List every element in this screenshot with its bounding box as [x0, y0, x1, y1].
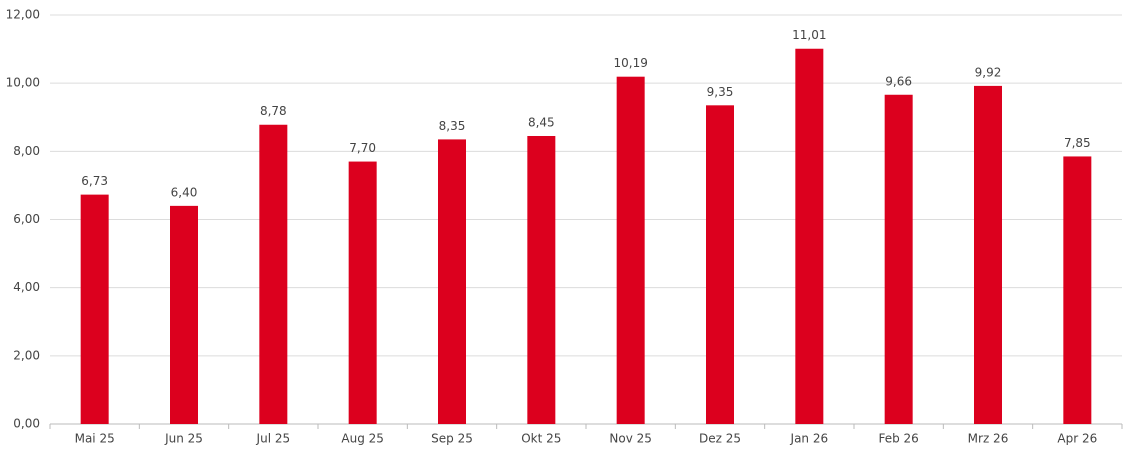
value-label: 6,73 [81, 174, 108, 188]
x-tick-label: Mai 25 [75, 432, 115, 446]
bar [170, 205, 198, 424]
x-tick-label: Dez 25 [699, 432, 741, 446]
value-label: 9,35 [707, 85, 734, 99]
value-label: 9,92 [975, 65, 1002, 79]
bar [80, 194, 109, 424]
bar [259, 124, 288, 424]
x-tick-label: Apr 26 [1057, 432, 1097, 446]
value-label: 11,01 [792, 28, 826, 42]
y-tick-label: 10,00 [6, 76, 40, 90]
x-tick-label: Okt 25 [521, 432, 561, 446]
value-label: 7,70 [349, 141, 376, 155]
bar [616, 76, 645, 425]
bar [1063, 156, 1092, 424]
x-tick-label: Feb 26 [878, 432, 918, 446]
value-label: 8,45 [528, 115, 555, 129]
value-label: 10,19 [613, 56, 647, 70]
bar [348, 161, 377, 424]
x-tick-label: Jun 25 [164, 432, 203, 446]
x-tick-label: Sep 25 [431, 432, 473, 446]
y-tick-label: 4,00 [13, 280, 40, 294]
value-label: 7,85 [1064, 136, 1091, 150]
y-tick-label: 12,00 [6, 8, 40, 22]
bar [438, 139, 466, 424]
x-tick-label: Aug 25 [341, 432, 384, 446]
y-tick-label: 6,00 [13, 212, 40, 226]
y-tick-label: 8,00 [13, 144, 40, 158]
bar [974, 85, 1002, 424]
x-tick-label: Mrz 26 [968, 432, 1009, 446]
x-tick-label: Nov 25 [609, 432, 652, 446]
value-label: 6,40 [171, 185, 198, 199]
x-tick-label: Jan 26 [790, 432, 829, 446]
bar [795, 48, 824, 425]
value-label: 8,78 [260, 104, 287, 118]
bar [706, 105, 734, 424]
bar [884, 94, 913, 424]
value-label: 9,66 [885, 74, 912, 88]
y-tick-label: 2,00 [13, 348, 40, 362]
x-tick-label: Jul 25 [256, 432, 291, 446]
value-label: 8,35 [439, 119, 466, 133]
y-tick-label: 0,00 [13, 417, 40, 431]
bar [527, 135, 556, 424]
